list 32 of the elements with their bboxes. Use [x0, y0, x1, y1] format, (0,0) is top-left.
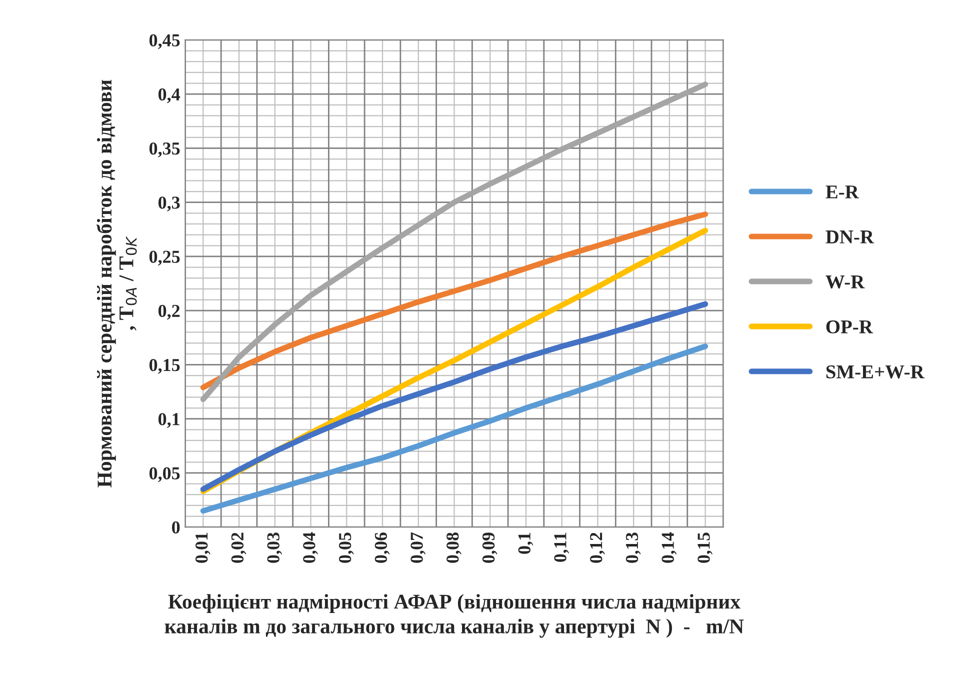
y-axis-title: Нормований середній наробіток до відмови , T$_{0A}$ / T$_{0K}$: [96, 80, 137, 488]
y-tick-label: 0,2: [158, 304, 180, 320]
y-tick-label: 0,05: [149, 467, 180, 482]
y-tick-label: 0,1: [158, 413, 180, 428]
x-tick-label: 0,13: [626, 532, 641, 563]
legend-label: E-R: [826, 186, 860, 198]
x-tick-label: 0,04: [303, 532, 318, 563]
x-tick-label: 0,01: [195, 532, 210, 563]
y-tick-label: 0,45: [149, 34, 180, 50]
x-tick-label: 0,07: [410, 532, 426, 563]
x-tick-label: 0,08: [446, 532, 462, 563]
x-tick-label: 0,05: [338, 532, 354, 563]
x-tick-label: 0,03: [267, 532, 282, 563]
x-tick-label: 0,11: [554, 532, 569, 562]
x-axis-title: Коефіцієнт надмірності АФАР (відношення числа надмірних каналів m до загального числа каналів у апертурі N ) - m/N: [164, 594, 744, 638]
y-tick-label: 0,35: [149, 142, 180, 158]
legend-label: OP-R: [826, 320, 874, 334]
y-tick-label: 0,15: [149, 358, 180, 374]
x-tick-label: 0,15: [698, 532, 712, 563]
x-tick-label: 0,09: [482, 532, 498, 563]
legend-label: W-R: [826, 276, 865, 289]
x-tick-label: 0,14: [662, 532, 677, 563]
y-tick-label: 0,25: [149, 250, 180, 266]
x-tick-label: 0,1: [518, 532, 534, 554]
y-tick-label: 0,3: [158, 196, 180, 212]
y-tick-label: 0,4: [158, 88, 180, 104]
x-tick-label: 0,06: [374, 532, 390, 563]
x-tick-label: 0,12: [590, 532, 605, 563]
legend-label: SM-E+W-R: [826, 365, 924, 378]
y-tick-label: 0: [172, 521, 180, 534]
x-tick-label: 0,02: [231, 532, 246, 563]
legend-label: DN-R: [826, 230, 874, 244]
